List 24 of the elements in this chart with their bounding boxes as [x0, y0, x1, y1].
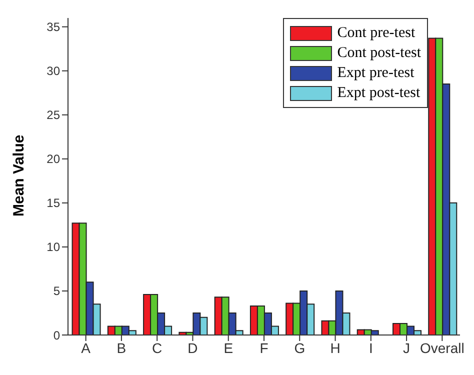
x-tick-label: F — [260, 340, 268, 356]
legend-label: Cont post-test — [337, 44, 421, 62]
legend-label: Expt post-test — [337, 84, 420, 102]
y-tick-label: 20 — [46, 152, 60, 166]
x-tick-label: I — [368, 340, 373, 356]
y-tick-label: 10 — [46, 240, 60, 254]
x-tick-label: Overall — [420, 340, 464, 356]
x-tick-label: A — [81, 340, 92, 356]
y-tick-label: 25 — [46, 108, 60, 122]
y-tick-label: 0 — [53, 328, 60, 342]
legend-label: Cont pre-test — [337, 24, 416, 42]
y-tick-label: 35 — [46, 20, 60, 34]
y-axis-title: Mean Value — [10, 134, 28, 216]
x-tick-label: C — [152, 340, 162, 356]
x-tick-label: B — [116, 340, 126, 356]
x-tick-label: G — [294, 340, 306, 356]
legend-label: Expt pre-test — [337, 64, 414, 82]
x-tick-label: H — [330, 340, 340, 356]
x-tick-label: D — [188, 340, 198, 356]
y-tick-label: 15 — [46, 196, 60, 210]
x-tick-label: J — [403, 340, 410, 356]
x-tick-label: E — [224, 340, 234, 356]
y-tick-label: 5 — [53, 284, 60, 298]
y-tick-label: 30 — [46, 64, 60, 78]
